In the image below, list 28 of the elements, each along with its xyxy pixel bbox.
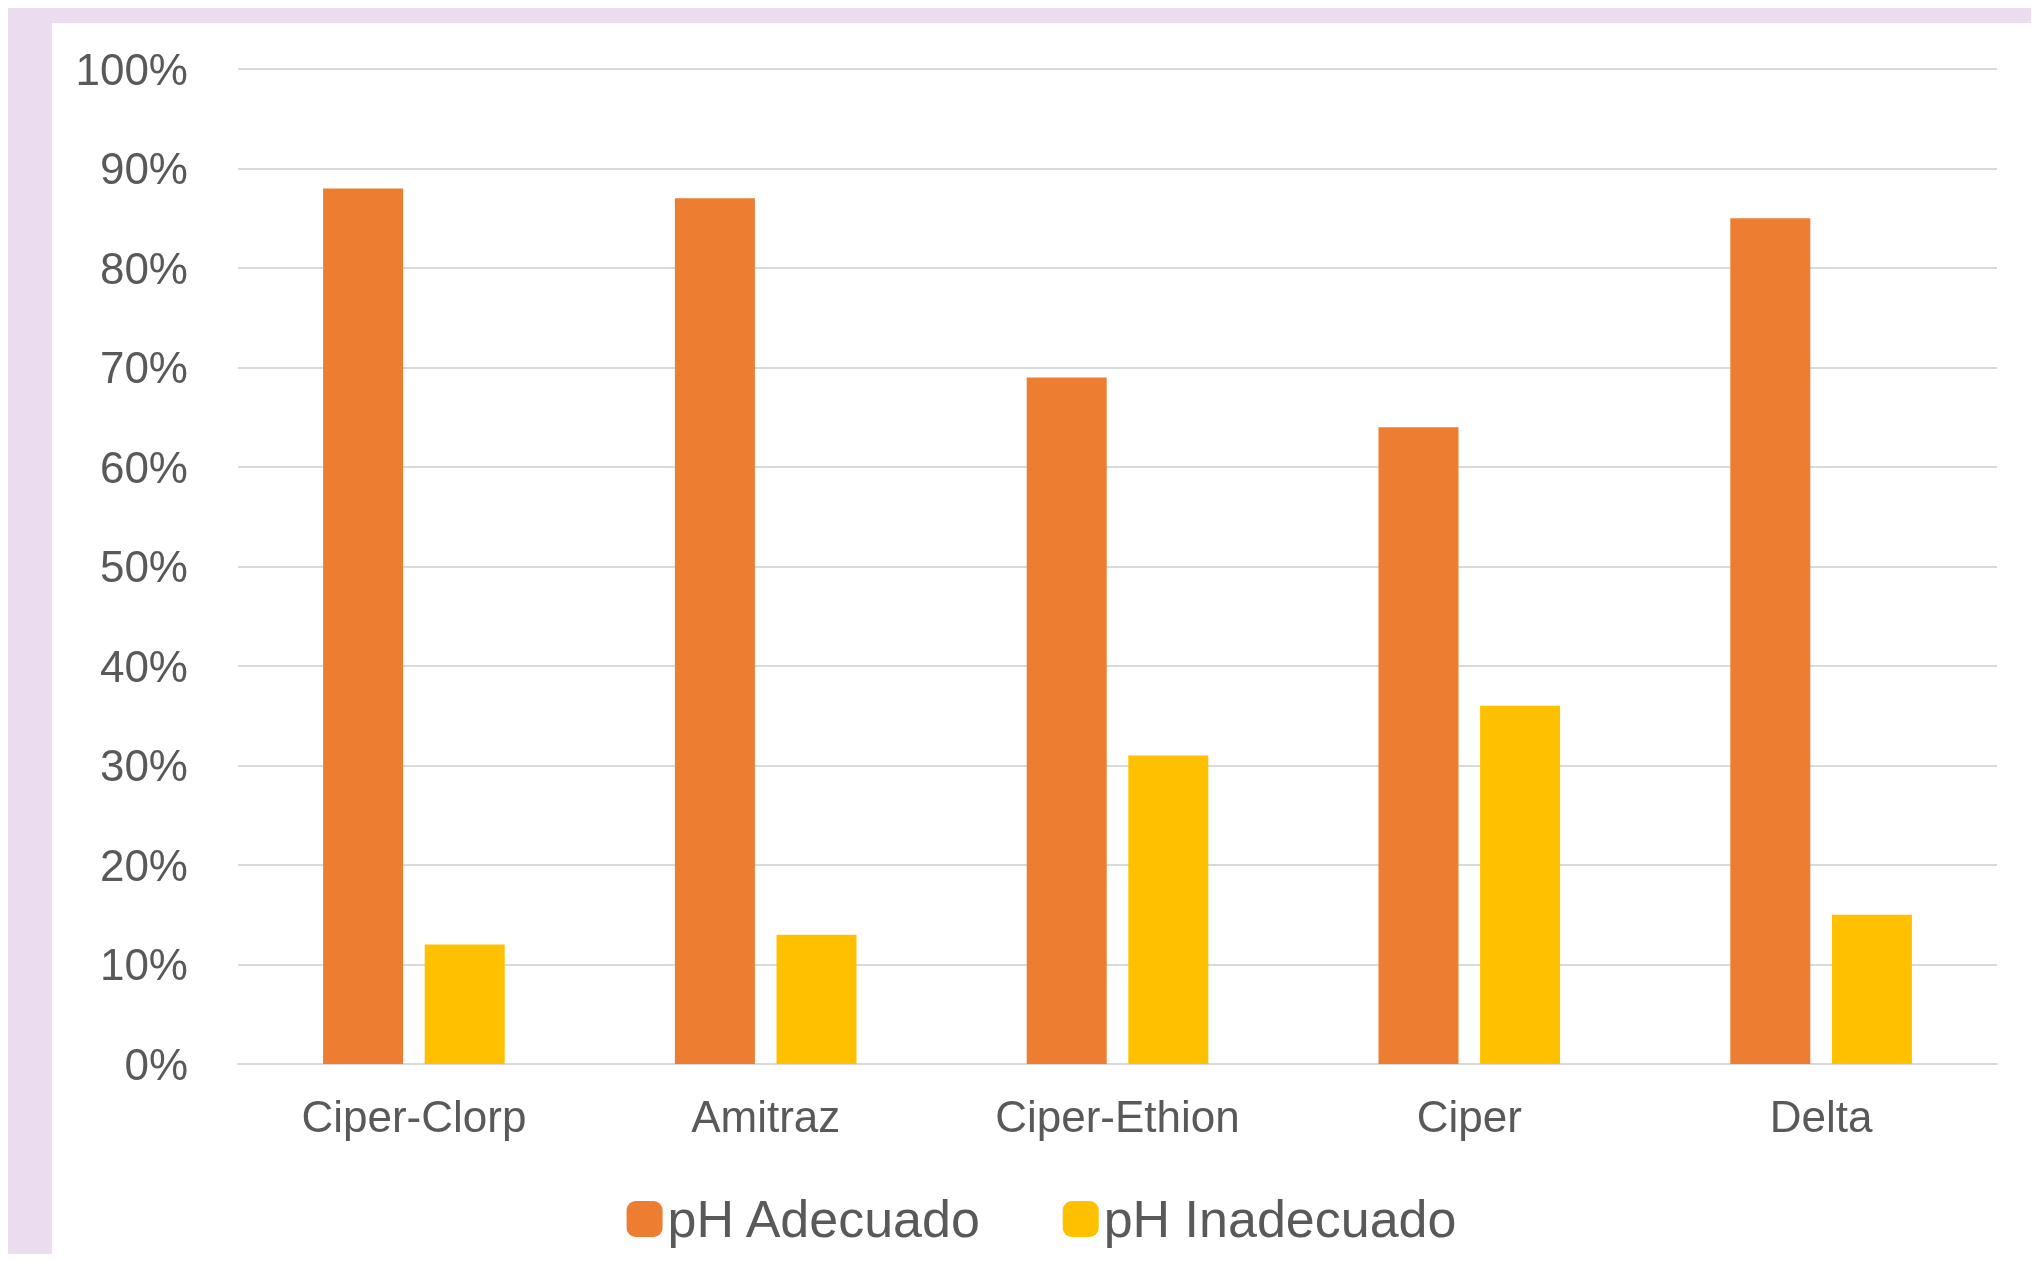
bar <box>1128 755 1209 1064</box>
x-tick-label: Amitraz <box>691 1091 841 1141</box>
bar <box>323 188 404 1064</box>
y-tick-label: 80% <box>99 243 188 293</box>
y-tick-label: 0% <box>124 1039 188 1089</box>
y-tick-label: 70% <box>99 343 188 392</box>
y-tick-label: 60% <box>99 442 188 492</box>
x-tick-label: Ciper-Clorp <box>301 1091 527 1141</box>
bar <box>1026 377 1107 1064</box>
y-tick-label: 20% <box>99 840 188 890</box>
y-tick-label: 90% <box>99 144 188 193</box>
bar <box>1730 218 1811 1064</box>
x-tick-label: Delta <box>1769 1091 1873 1141</box>
y-tick-label: 100% <box>75 44 188 94</box>
y-tick-label: 10% <box>99 940 188 989</box>
bar <box>1480 705 1561 1064</box>
legend-label: pH Inadecuado <box>1103 1190 1457 1248</box>
y-tick-label: 40% <box>99 641 188 691</box>
y-tick-label: 50% <box>99 542 188 591</box>
bar <box>424 944 505 1064</box>
x-tick-label: Ciper <box>1416 1091 1522 1141</box>
x-tick-label: Ciper-Ethion <box>995 1091 1240 1141</box>
bar <box>776 934 857 1064</box>
legend-label: pH Adecuado <box>667 1190 980 1248</box>
bar <box>1831 914 1912 1064</box>
bar <box>1378 427 1459 1064</box>
y-tick-label: 30% <box>99 741 188 790</box>
bar <box>674 198 755 1064</box>
